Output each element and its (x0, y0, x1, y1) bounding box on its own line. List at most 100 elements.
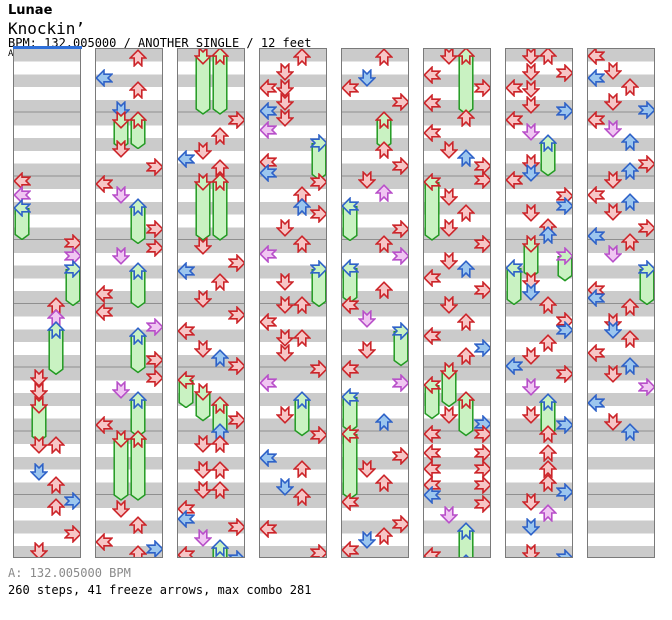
note-right-arrow (145, 367, 162, 388)
note-down-arrow (357, 459, 377, 478)
note-left-arrow (424, 326, 442, 347)
note-right-arrow (309, 204, 326, 224)
note-down-arrow (357, 308, 377, 328)
note-right-arrow (391, 513, 408, 534)
note-up-arrow (620, 423, 640, 443)
freeze-head-down-arrow (193, 172, 213, 192)
note-left-arrow (588, 185, 606, 205)
note-down-arrow (29, 541, 49, 557)
note-up-arrow (210, 435, 230, 454)
note-left-arrow (96, 174, 114, 195)
note-right-arrow (473, 459, 490, 479)
note-right-arrow (145, 316, 162, 337)
note-down-arrow (439, 251, 459, 270)
freeze-head-down-arrow (193, 382, 213, 402)
note-down-arrow (521, 271, 541, 291)
note-left-arrow (424, 93, 442, 113)
freeze-head-left-arrow (14, 198, 32, 218)
freeze-head-up-arrow (538, 134, 558, 153)
note-up-arrow (128, 515, 148, 535)
note-right-arrow (555, 414, 572, 435)
note-right-arrow (637, 218, 654, 239)
note-up-arrow (374, 49, 394, 67)
freeze-head-up-arrow (210, 49, 230, 66)
note-down-arrow (193, 141, 213, 160)
note-down-arrow (193, 460, 213, 479)
note-down-arrow (439, 49, 459, 65)
note-up-arrow (538, 444, 558, 463)
note-right-arrow (227, 356, 244, 376)
note-down-arrow (275, 343, 295, 362)
note-left-arrow (96, 68, 114, 89)
note-down-arrow (521, 95, 541, 114)
note-down-arrow (439, 295, 459, 314)
note-right-arrow (555, 482, 572, 503)
note-left-arrow (260, 244, 278, 264)
note-left-arrow (506, 109, 524, 130)
note-left-arrow (178, 509, 196, 529)
note-up-arrow (538, 503, 558, 523)
note-down-arrow (603, 244, 623, 263)
note-left-arrow (96, 302, 114, 322)
freeze-head-up-arrow (538, 393, 558, 412)
note-down-arrow (275, 295, 295, 314)
note-right-arrow (391, 373, 408, 394)
note-left-arrow (96, 532, 114, 553)
note-down-arrow (521, 405, 541, 424)
note-left-arrow (260, 78, 278, 98)
note-down-arrow (111, 246, 131, 265)
note-up-arrow (374, 281, 394, 300)
note-up-arrow (128, 81, 148, 100)
freeze-body (342, 433, 359, 501)
note-down-arrow (275, 328, 295, 348)
note-down-arrow (357, 340, 377, 360)
note-down-arrow (275, 405, 295, 424)
note-right-arrow (637, 100, 654, 120)
note-left-arrow (506, 78, 524, 98)
note-down-arrow (275, 78, 295, 98)
note-right-arrow (145, 238, 162, 258)
note-down-arrow (111, 185, 131, 205)
note-down-arrow (275, 107, 295, 127)
freeze-head-up-arrow (374, 110, 394, 130)
freeze-head-up-arrow (210, 539, 230, 557)
note-right-arrow (309, 425, 326, 446)
note-right-arrow (555, 196, 572, 216)
note-left-arrow (178, 260, 196, 281)
freeze-head-up-arrow (210, 396, 230, 415)
note-up-arrow (620, 133, 640, 152)
note-left-arrow (342, 295, 360, 315)
freeze-head-right-arrow (309, 258, 326, 279)
freeze-body (129, 438, 147, 502)
note-down-arrow (29, 381, 49, 401)
note-left-arrow (342, 540, 360, 557)
note-down-arrow (29, 367, 49, 387)
note-left-arrow (506, 356, 524, 376)
freeze-head-left-arrow (342, 257, 360, 278)
note-up-arrow (456, 312, 476, 332)
note-down-arrow (275, 61, 295, 81)
note-down-arrow (603, 92, 623, 111)
note-left-arrow (342, 78, 360, 98)
note-down-arrow (275, 92, 295, 111)
note-right-arrow (391, 92, 408, 112)
note-right-arrow (555, 62, 572, 83)
note-down-arrow (521, 79, 541, 99)
freeze-head-down-arrow (521, 234, 541, 254)
note-right-arrow (227, 549, 244, 557)
note-left-arrow (424, 443, 442, 463)
note-right-arrow (473, 494, 490, 514)
freeze-head-down-arrow (193, 49, 213, 65)
note-right-arrow (473, 78, 490, 98)
note-down-arrow (521, 162, 541, 182)
note-down-arrow (193, 480, 213, 500)
freeze-head-up-arrow (46, 320, 66, 340)
note-down-arrow (603, 170, 623, 190)
note-down-arrow (275, 272, 295, 292)
freeze-head-right-arrow (309, 133, 326, 153)
note-up-arrow (210, 349, 230, 368)
note-left-arrow (588, 68, 606, 89)
note-down-arrow (275, 218, 295, 238)
note-down-arrow (111, 139, 131, 158)
note-right-arrow (555, 363, 572, 384)
